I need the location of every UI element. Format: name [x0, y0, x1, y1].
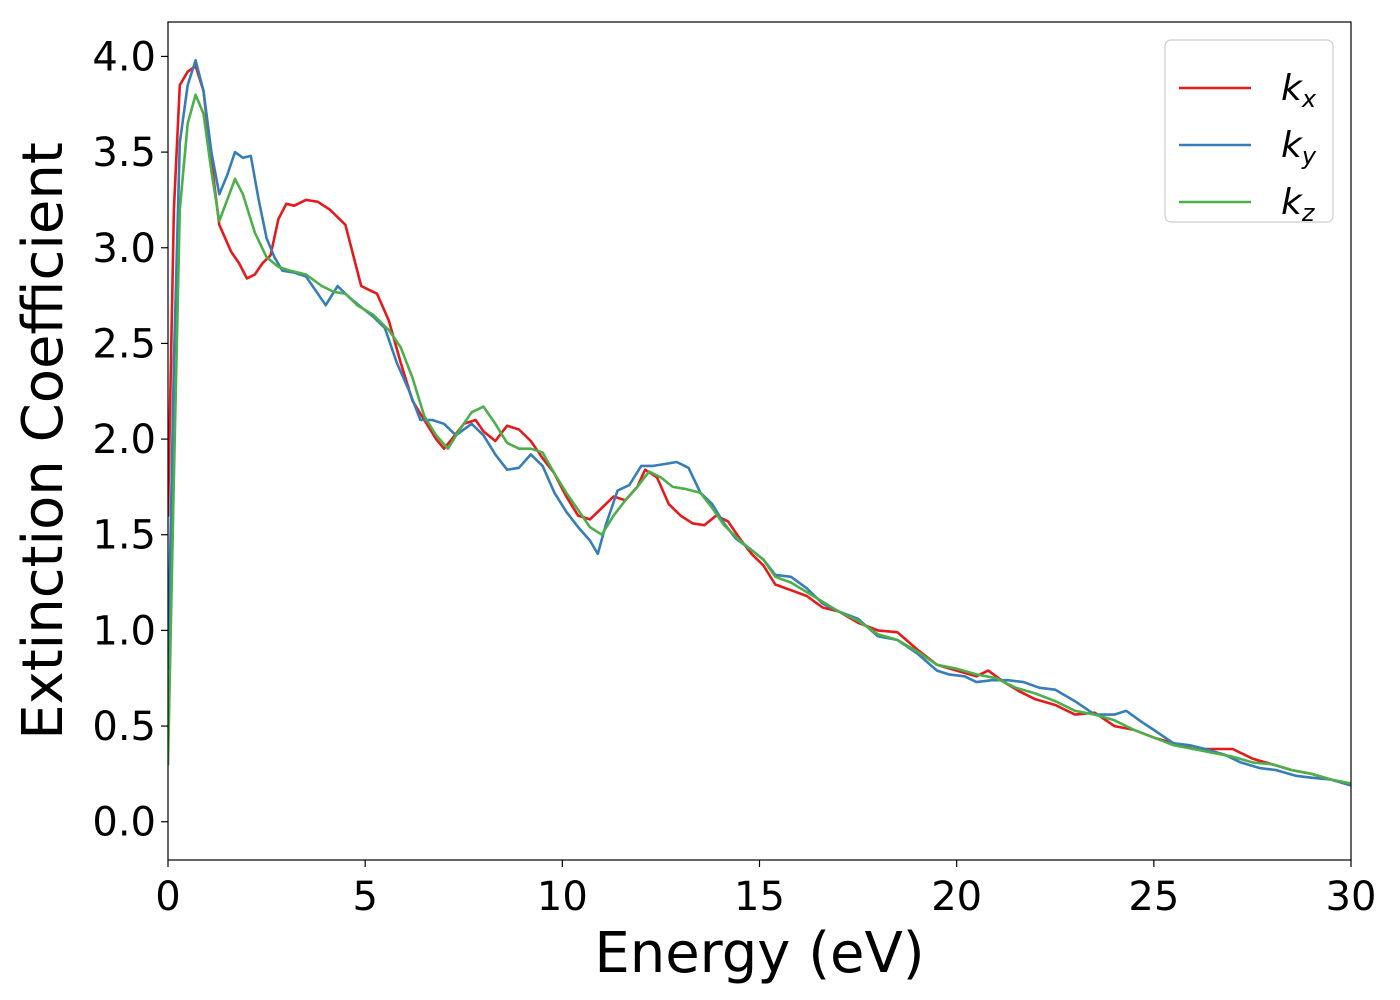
x-tick-label: 0	[155, 874, 180, 920]
x-tick-label: 10	[537, 874, 588, 920]
y-axis-label: Extinction Coefficient	[11, 142, 76, 740]
y-tick-label: 0.5	[92, 704, 156, 750]
x-axis: 0 5 10 15 20 25 30	[155, 860, 1376, 920]
y-tick-label: 3.5	[92, 130, 156, 176]
y-tick-label: 0.0	[92, 800, 156, 846]
x-tick-label: 20	[931, 874, 982, 920]
x-tick-label: 30	[1326, 874, 1377, 920]
legend-label-kz: kz	[1281, 182, 1316, 227]
series-line-ky	[168, 59, 1351, 787]
y-tick-label: 3.0	[92, 226, 156, 272]
y-tick-label: 2.0	[92, 417, 156, 463]
x-tick-label: 15	[734, 874, 785, 920]
legend-label-ky: ky	[1281, 125, 1317, 170]
x-tick-label: 5	[352, 874, 377, 920]
legend-label-kx: kx	[1281, 68, 1317, 113]
y-tick-label: 1.5	[92, 513, 156, 559]
y-tick-label: 4.0	[92, 34, 156, 80]
series-layer	[168, 59, 1351, 787]
x-tick-label: 25	[1128, 874, 1179, 920]
legend: kx ky kz	[1164, 39, 1334, 227]
legend-box	[1164, 39, 1334, 223]
y-tick-label: 1.0	[92, 608, 156, 654]
series-line-kx	[168, 64, 1351, 787]
series-line-kz	[168, 93, 1351, 785]
y-axis: 0.0 0.5 1.0 1.5 2.0 2.5 3.0 3.5 4.0	[92, 34, 168, 846]
y-tick-label: 2.5	[92, 321, 156, 367]
x-axis-label: Energy (eV)	[594, 921, 924, 986]
